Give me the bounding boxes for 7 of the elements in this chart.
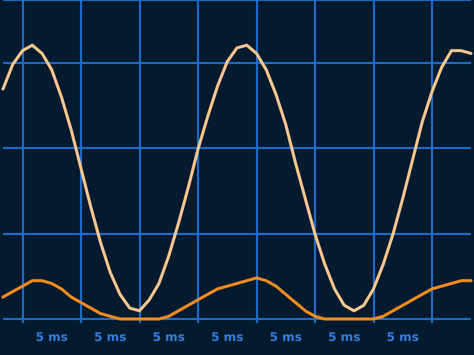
x-tick-label: 5 ms (36, 330, 68, 344)
x-tick-label: 5 ms (270, 330, 302, 344)
x-tick-label: 5 ms (386, 330, 419, 344)
x-tick-label: 5 ms (152, 330, 185, 344)
x-tick-label: 5 ms (94, 330, 126, 344)
x-tick-label: 5 ms (211, 330, 244, 344)
x-tick-label: 5 ms (328, 330, 360, 344)
